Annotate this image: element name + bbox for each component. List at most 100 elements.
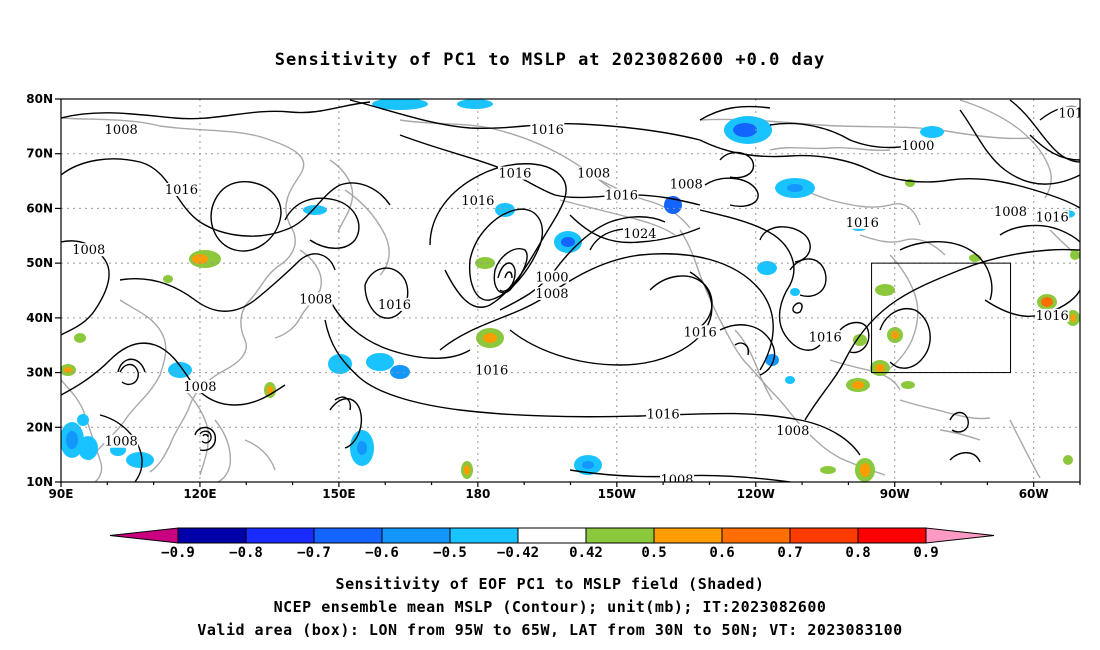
colorbar-segment	[381, 527, 451, 544]
contour-label-bg	[604, 188, 639, 202]
shade-neg	[390, 365, 410, 379]
contour-label: 1016	[378, 298, 411, 313]
contour-label-bg	[1035, 308, 1070, 322]
lat-tick-label: 10N	[26, 475, 53, 489]
tick-marks	[55, 98, 1081, 487]
shade-neg	[733, 123, 757, 137]
contour-label-bg	[298, 292, 333, 306]
shade-neg	[582, 461, 594, 469]
shade-neg	[168, 362, 192, 378]
shade-neg	[328, 354, 352, 374]
contour-label-bg	[622, 226, 657, 240]
shade-pos	[192, 254, 208, 264]
colorbar-segment	[585, 527, 655, 544]
contour-label: 1008	[299, 292, 332, 307]
lon-tick-label: 150E	[322, 487, 355, 501]
contour-label: 1016	[498, 167, 531, 182]
lon-tick-label: 90E	[49, 487, 74, 501]
shade-neg	[303, 205, 327, 215]
shade-neg	[787, 184, 803, 192]
contour-label-bg	[71, 243, 106, 257]
lon-tick-labels: 90E 120E 150E 180 150W 120W 90W 60W	[49, 487, 1049, 501]
colorbar-segment	[857, 527, 927, 544]
colorbar-label: −0.8	[229, 545, 263, 561]
contour-label: 1008	[660, 473, 693, 488]
shade-neg	[561, 237, 575, 247]
contour-labels: 1008 1016 1008 1008 1016 1008 1008 1016 1016 1008…	[71, 106, 1083, 488]
shade-neg	[77, 414, 89, 426]
lat-tick-label: 40N	[26, 311, 53, 325]
contour-label: 1008	[183, 380, 216, 395]
shade-pos	[852, 381, 864, 389]
lat-tick-label: 30N	[26, 366, 53, 380]
shade-neg	[78, 436, 98, 460]
contour-label: 1008	[72, 243, 105, 258]
shade-pos	[267, 386, 273, 394]
contour-label: 1016	[1036, 210, 1069, 225]
colorbar-label: 0.6	[709, 545, 734, 561]
lon-tick-label: 90W	[880, 487, 910, 501]
shade-pos	[475, 257, 495, 269]
contour-label-bg	[182, 379, 217, 393]
lat-tick-label: 70N	[26, 147, 53, 161]
shade-pos	[1063, 455, 1073, 465]
contour-label-bg	[660, 473, 695, 482]
caption-line-1: Sensitivity of EOF PC1 to MSLP field (Sh…	[335, 575, 765, 593]
shade-neg	[126, 452, 154, 468]
contour-label: 1016	[165, 183, 198, 198]
colorbar-segment	[449, 527, 519, 544]
colorbar-segment	[789, 527, 859, 544]
contour-label-bg	[900, 139, 935, 153]
contour-label: 1000	[901, 139, 934, 154]
lat-tick-labels: 80N 70N 60N 50N 40N 30N 20N 10N	[26, 92, 53, 489]
colorbar-label: −0.5	[433, 545, 467, 561]
contour-label: 1016	[647, 407, 680, 422]
colorbar-label: −0.9	[161, 545, 195, 561]
mslp-contours	[61, 99, 1080, 482]
shade-neg	[785, 376, 795, 384]
shade-pos	[853, 334, 867, 346]
contour-label: 1016	[475, 364, 508, 379]
contour-label-bg	[775, 423, 810, 437]
shade-neg	[66, 431, 78, 449]
contour-label-bg	[460, 193, 495, 207]
contour-label-bg	[497, 166, 532, 180]
shade-neg	[790, 288, 800, 296]
colorbar-label: 0.8	[845, 545, 870, 561]
contour-label-bg	[993, 204, 1028, 218]
shade-neg	[457, 99, 493, 109]
shade-neg	[757, 261, 777, 275]
contour-label-bg	[683, 325, 718, 339]
contour-label: 1024	[623, 227, 656, 242]
contour-label-bg	[534, 286, 569, 300]
sensitivity-shading	[61, 99, 1080, 482]
contour-label: 1016	[1036, 309, 1069, 324]
shade-pos	[483, 333, 497, 343]
contour-label: 1016	[531, 123, 564, 138]
shade-pos	[1070, 250, 1080, 260]
colorbar-label: 0.42	[569, 545, 603, 561]
colorbar-segment	[721, 527, 791, 544]
colorbar-segment	[177, 527, 247, 544]
contour-label: 101	[1058, 106, 1083, 121]
shade-neg	[372, 99, 428, 110]
gridlines	[61, 99, 1080, 482]
contour-label-bg	[646, 407, 681, 421]
contour-label-bg	[164, 183, 199, 197]
caption-line-2: NCEP ensemble mean MSLP (Contour); unit(…	[273, 598, 827, 616]
contour-label-bg	[104, 434, 139, 448]
contour-label: 1008	[105, 435, 138, 450]
colorbar-segment	[517, 527, 587, 544]
shade-pos	[875, 284, 895, 296]
contour-label-bg	[530, 122, 565, 136]
colorbar: −0.9 −0.8 −0.7 −0.6 −0.5 −0.42 0.42 0.5 0.6 0.7 0.…	[109, 527, 995, 561]
shade-pos	[74, 333, 86, 343]
shade-pos	[64, 367, 72, 373]
lon-tick-label: 120W	[737, 487, 775, 501]
colorbar-segment	[653, 527, 723, 544]
contour-label: 1008	[577, 167, 610, 182]
contour-label: 1016	[684, 325, 717, 340]
contour-label-bg	[669, 177, 704, 191]
shade-neg	[765, 354, 779, 366]
colorbar-label: −0.6	[365, 545, 399, 561]
